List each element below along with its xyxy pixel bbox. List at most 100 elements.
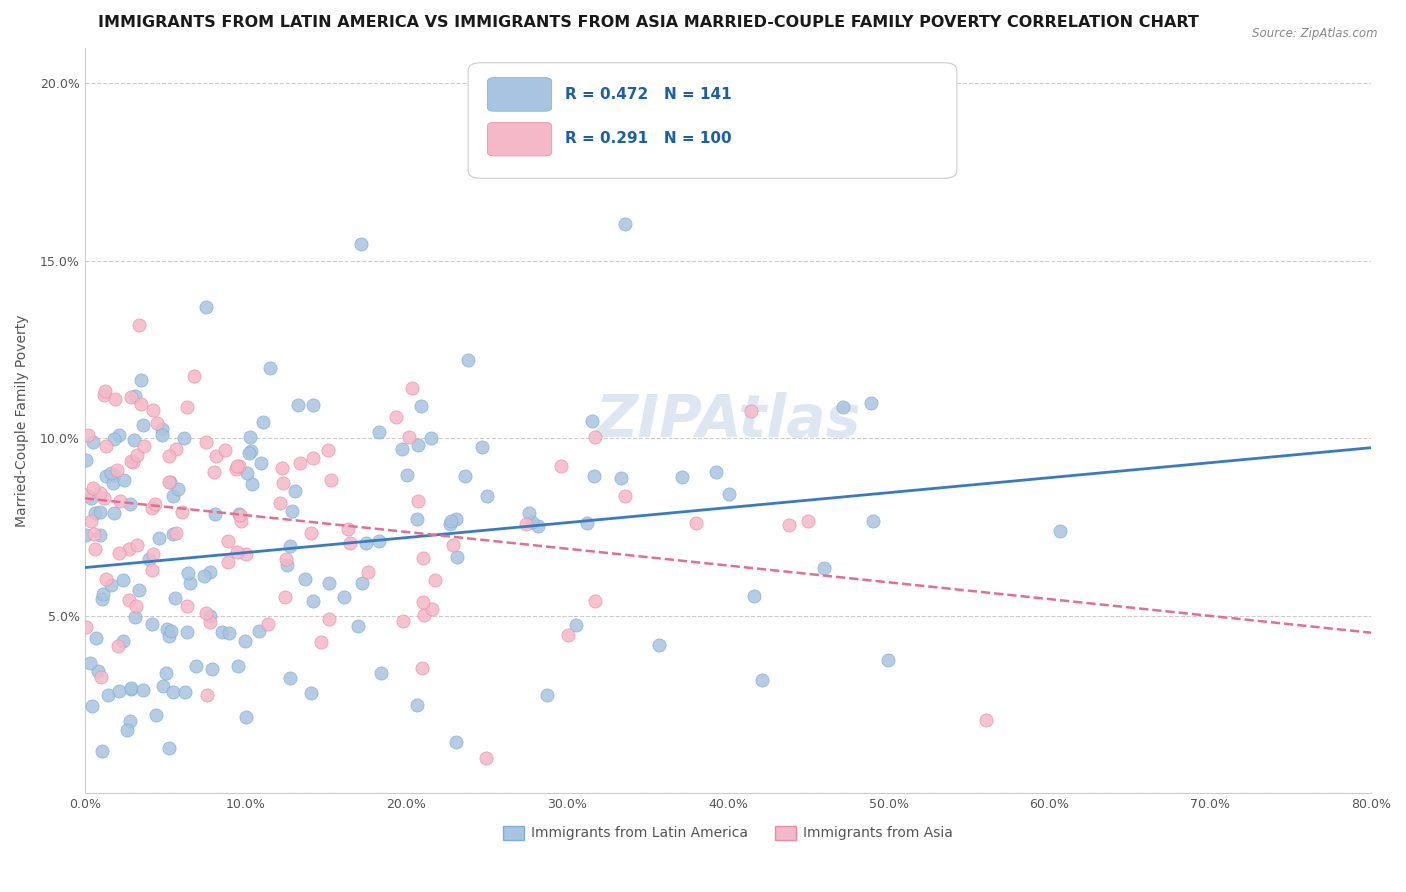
Point bbox=[214, 442, 236, 457]
Point bbox=[284, 483, 307, 498]
Point bbox=[124, 610, 146, 624]
Point bbox=[273, 590, 295, 604]
Point bbox=[145, 708, 167, 723]
Point bbox=[565, 618, 588, 632]
Point bbox=[118, 497, 141, 511]
Point bbox=[94, 439, 117, 453]
Point bbox=[83, 527, 105, 541]
Point bbox=[583, 593, 606, 607]
Point bbox=[392, 614, 415, 628]
Point bbox=[536, 688, 558, 702]
Point bbox=[278, 671, 301, 685]
Point bbox=[228, 458, 250, 473]
Point bbox=[367, 533, 389, 548]
Point bbox=[276, 558, 298, 572]
Text: ZIPAtlas: ZIPAtlas bbox=[595, 392, 860, 449]
Point bbox=[550, 458, 572, 473]
Point bbox=[250, 456, 273, 470]
Point bbox=[155, 666, 177, 681]
Point bbox=[194, 434, 217, 449]
Point bbox=[318, 575, 340, 590]
Point bbox=[118, 593, 141, 607]
Point bbox=[832, 400, 855, 414]
Point bbox=[412, 594, 434, 608]
Point bbox=[77, 427, 100, 442]
Point bbox=[425, 573, 447, 587]
Point bbox=[82, 434, 104, 449]
Point bbox=[156, 622, 179, 636]
Point bbox=[406, 698, 429, 712]
Point bbox=[75, 453, 97, 467]
Point bbox=[257, 616, 280, 631]
Point bbox=[301, 398, 323, 412]
Point bbox=[93, 491, 115, 506]
Point bbox=[229, 514, 252, 528]
Point bbox=[202, 466, 225, 480]
Point bbox=[475, 489, 498, 503]
Point bbox=[405, 512, 427, 526]
Point bbox=[471, 441, 494, 455]
Point bbox=[412, 551, 434, 566]
Point bbox=[200, 566, 222, 580]
Point bbox=[84, 506, 107, 520]
Point bbox=[333, 591, 356, 605]
Point bbox=[240, 444, 263, 458]
Point bbox=[217, 555, 239, 569]
Point bbox=[316, 442, 339, 457]
Point bbox=[411, 661, 433, 675]
Point bbox=[474, 751, 496, 765]
Point bbox=[813, 561, 835, 575]
Point bbox=[522, 515, 544, 529]
Point bbox=[128, 583, 150, 598]
Point bbox=[91, 744, 114, 758]
Point bbox=[176, 401, 198, 415]
Point bbox=[143, 497, 166, 511]
Point bbox=[271, 460, 294, 475]
Point bbox=[974, 713, 997, 727]
Point bbox=[581, 414, 603, 428]
Point bbox=[440, 514, 463, 528]
Point bbox=[141, 563, 163, 577]
Point bbox=[269, 496, 291, 510]
Point bbox=[157, 629, 180, 643]
Point bbox=[142, 403, 165, 417]
Point bbox=[80, 514, 103, 528]
Point bbox=[385, 410, 408, 425]
Point bbox=[575, 516, 598, 530]
Point bbox=[157, 741, 180, 756]
Point bbox=[75, 488, 97, 502]
Point bbox=[339, 536, 361, 550]
Point bbox=[444, 735, 467, 749]
Point bbox=[125, 599, 148, 613]
Point bbox=[517, 506, 540, 520]
Point bbox=[280, 504, 302, 518]
Point bbox=[166, 482, 188, 496]
Point bbox=[162, 489, 184, 503]
Point bbox=[125, 538, 148, 552]
Point bbox=[152, 679, 174, 693]
Point bbox=[83, 541, 105, 556]
Point bbox=[350, 236, 373, 251]
Point bbox=[150, 427, 173, 442]
Point bbox=[205, 449, 228, 463]
Point bbox=[173, 684, 195, 698]
Point bbox=[337, 522, 360, 536]
Point bbox=[162, 527, 184, 541]
Point bbox=[226, 459, 249, 474]
Point bbox=[318, 612, 340, 626]
Point bbox=[294, 572, 316, 586]
Point bbox=[159, 475, 181, 489]
Point bbox=[150, 421, 173, 435]
Point bbox=[165, 591, 187, 605]
Point bbox=[751, 673, 773, 688]
Point bbox=[75, 528, 97, 542]
Point bbox=[235, 710, 257, 724]
Point bbox=[235, 547, 257, 561]
Point bbox=[239, 429, 262, 443]
Point bbox=[288, 456, 311, 470]
Point bbox=[441, 538, 464, 552]
Point bbox=[204, 507, 226, 521]
Point bbox=[146, 417, 169, 431]
Point bbox=[515, 516, 537, 531]
Point bbox=[157, 450, 180, 464]
